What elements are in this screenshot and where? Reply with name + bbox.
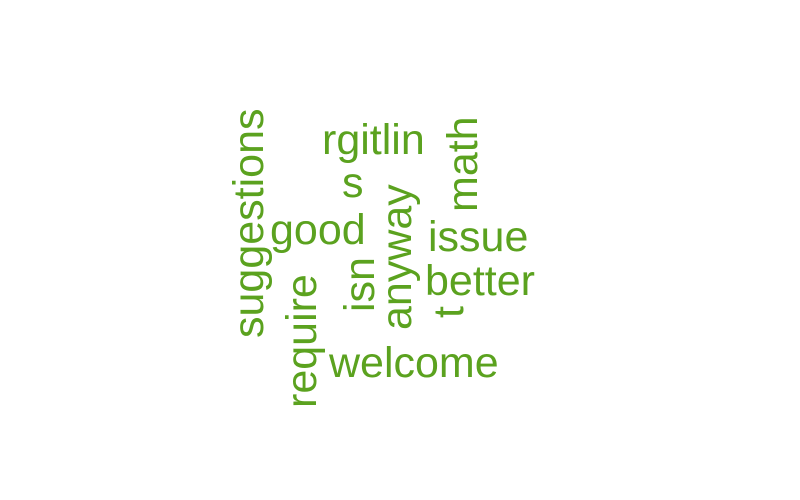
- word-s: s: [342, 159, 364, 207]
- word-good: good: [270, 206, 366, 254]
- word-require: require: [278, 274, 326, 408]
- word-better: better: [425, 257, 535, 305]
- word-rgitlin: rgitlin: [322, 116, 425, 164]
- word-t: t: [425, 306, 473, 318]
- word-cloud-words: suggestions rgitlin math s anyway good i…: [225, 109, 535, 409]
- word-isn: isn: [336, 257, 384, 312]
- word-anyway: anyway: [373, 184, 421, 330]
- word-suggestions: suggestions: [225, 109, 273, 339]
- word-math: math: [439, 116, 487, 212]
- word-issue: issue: [428, 213, 528, 261]
- word-welcome: welcome: [328, 339, 499, 387]
